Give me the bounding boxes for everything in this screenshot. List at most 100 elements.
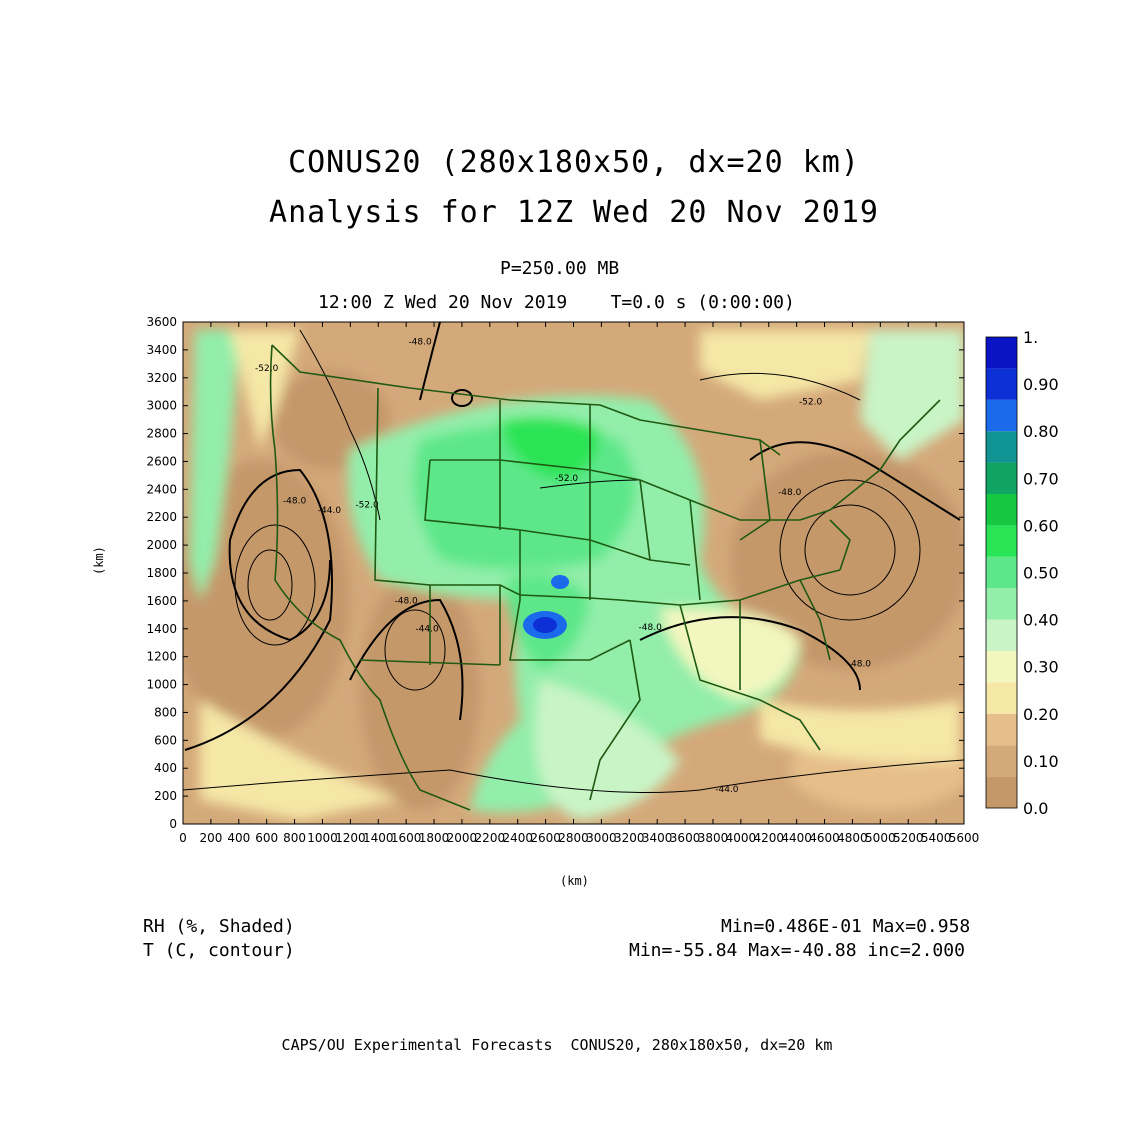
colorbar xyxy=(985,336,1018,809)
y-tick-label: 1800 xyxy=(146,566,177,580)
x-tick-label: 3200 xyxy=(614,831,645,845)
x-tick-label: 5000 xyxy=(865,831,896,845)
x-tick-label: 4000 xyxy=(726,831,757,845)
y-tick-label: 1200 xyxy=(146,650,177,664)
contour-label: -48.0 xyxy=(848,659,872,669)
y-tick-label: 600 xyxy=(154,733,177,747)
contour-field-stats: Min=-55.84 Max=-40.88 inc=2.000 xyxy=(629,940,965,961)
x-tick-label: 1000 xyxy=(307,831,338,845)
x-tick-label: 2400 xyxy=(502,831,533,845)
y-tick-labels: 0 200 400 600 800 1000 1200 1400 1600 1800 2000 220… xyxy=(146,315,177,831)
x-tick-label: 1800 xyxy=(419,831,450,845)
y-tick-label: 2800 xyxy=(146,427,177,441)
colorbar-label: 0.40 xyxy=(1023,611,1059,630)
y-tick-label: 1000 xyxy=(146,678,177,692)
colorbar-swatch xyxy=(986,431,1017,463)
colorbar-swatch xyxy=(986,745,1017,777)
contour-labels: -52.0 -48.0 -44.0 -48.0 -44.0 -52.0 -52.0 -48.0… xyxy=(255,337,871,795)
colorbar-label: 0.30 xyxy=(1023,658,1059,677)
y-tick-label: 1600 xyxy=(146,594,177,608)
pressure-level: P=250.00 MB xyxy=(500,258,620,279)
contour-label: -52.0 xyxy=(255,364,279,374)
x-tick-label: 1400 xyxy=(363,831,394,845)
colorbar-swatch xyxy=(986,494,1017,526)
colorbar-label: 0.0 xyxy=(1023,799,1048,818)
axis-ticks xyxy=(182,321,965,825)
colorbar-swatch xyxy=(986,556,1017,589)
colorbar-label: 0.90 xyxy=(1023,375,1059,394)
shaded-field-label: RH (%, Shaded) xyxy=(143,916,295,937)
valid-time: 12:00 Z Wed 20 Nov 2019 T=0.0 s (0:00:00… xyxy=(318,292,795,313)
colorbar-swatch xyxy=(986,588,1017,620)
contour-label: -48.0 xyxy=(639,623,663,633)
y-axis-unit: (km) xyxy=(92,546,106,575)
x-axis-unit: (km) xyxy=(560,874,589,888)
x-tick-label: 1200 xyxy=(335,831,366,845)
x-tick-label: 5600 xyxy=(949,831,980,845)
shaded-field-stats: Min=0.486E-01 Max=0.958 xyxy=(721,916,971,937)
x-tick-label: 5400 xyxy=(921,831,952,845)
contour-label: -44.0 xyxy=(415,625,439,635)
colorbar-swatch xyxy=(986,619,1017,651)
x-tick-label: 3400 xyxy=(642,831,673,845)
colorbar-label: 0.60 xyxy=(1023,516,1059,535)
x-tick-label: 3000 xyxy=(586,831,617,845)
contour-label: -52.0 xyxy=(799,397,823,407)
chart-title: CONUS20 (280x180x50, dx=20 km) xyxy=(288,145,860,180)
temperature-contours xyxy=(183,322,964,793)
contour-label: -48.0 xyxy=(394,597,418,607)
colorbar-label: 1. xyxy=(1023,328,1038,347)
x-tick-labels: 0 200 400 600 800 100012001400160018002000220… xyxy=(179,831,979,845)
y-tick-label: 2000 xyxy=(146,538,177,552)
y-tick-label: 3400 xyxy=(146,343,177,357)
colorbar-swatch xyxy=(986,651,1017,683)
y-tick-label: 1400 xyxy=(146,622,177,636)
colorbar-swatch xyxy=(986,337,1017,369)
x-tick-label: 3600 xyxy=(670,831,701,845)
contour-label: -52.0 xyxy=(355,500,379,510)
colorbar-labels: 0.0 0.10 0.20 0.30 0.40 0.50 0.60 0.70 0.80 0.90 1… xyxy=(1023,328,1059,818)
x-tick-label: 800 xyxy=(283,831,306,845)
colorbar-swatch xyxy=(986,682,1017,714)
colorbar-label: 0.70 xyxy=(1023,469,1059,488)
x-tick-label: 400 xyxy=(227,831,250,845)
y-tick-label: 2200 xyxy=(146,510,177,524)
x-tick-label: 200 xyxy=(199,831,222,845)
colorbar-label: 0.80 xyxy=(1023,422,1059,441)
x-tick-label: 2200 xyxy=(475,831,506,845)
chart-subtitle: Analysis for 12Z Wed 20 Nov 2019 xyxy=(269,195,879,230)
rh-shading xyxy=(183,322,964,824)
y-tick-label: 400 xyxy=(154,761,177,775)
x-tick-label: 5200 xyxy=(893,831,924,845)
colorbar-swatch xyxy=(986,713,1017,746)
colorbar-swatch xyxy=(986,525,1017,557)
x-tick-label: 2000 xyxy=(447,831,478,845)
x-tick-label: 4600 xyxy=(809,831,840,845)
x-tick-label: 4800 xyxy=(837,831,868,845)
colorbar-label: 0.10 xyxy=(1023,752,1059,771)
y-tick-label: 0 xyxy=(169,817,177,831)
state-boundaries xyxy=(269,344,941,811)
x-tick-label: 2800 xyxy=(558,831,589,845)
x-tick-label: 0 xyxy=(179,831,187,845)
contour-label: -52.0 xyxy=(555,474,579,484)
x-tick-label: 4400 xyxy=(781,831,812,845)
y-tick-label: 3200 xyxy=(146,371,177,385)
x-tick-label: 3800 xyxy=(698,831,729,845)
contour-field-label: T (C, contour) xyxy=(143,940,295,961)
contour-label: -44.0 xyxy=(318,506,342,516)
credit-line: CAPS/OU Experimental Forecasts CONUS20, … xyxy=(281,1036,833,1054)
x-tick-label: 4200 xyxy=(753,831,784,845)
y-tick-label: 800 xyxy=(154,705,177,719)
contour-label: -48.0 xyxy=(778,488,802,498)
contour-label: -44.0 xyxy=(715,785,739,795)
x-tick-label: 2600 xyxy=(530,831,561,845)
colorbar-swatch xyxy=(986,462,1017,494)
y-tick-label: 3600 xyxy=(146,315,177,329)
colorbar-label: 0.20 xyxy=(1023,705,1059,724)
x-tick-label: 1600 xyxy=(391,831,422,845)
colorbar-swatch xyxy=(986,776,1017,808)
contour-label: -48.0 xyxy=(283,496,307,506)
y-tick-label: 200 xyxy=(154,789,177,803)
